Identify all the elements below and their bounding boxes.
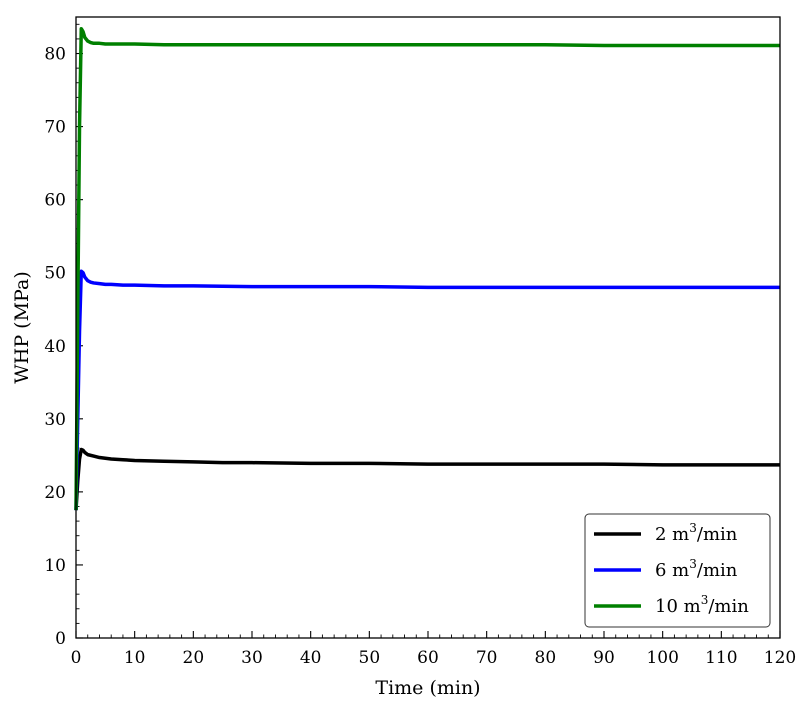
y-tick-label: 30 <box>44 410 66 430</box>
plot-frame <box>75 16 781 639</box>
legend-label-0: 2 m3/min <box>655 521 738 545</box>
legend: 2 m3/min 6 m3/min 10 m3/min <box>584 513 771 628</box>
x-tick-label: 60 <box>417 648 439 668</box>
x-tick-label: 80 <box>535 648 557 668</box>
series-line-0 <box>74 447 780 511</box>
y-tick-label: 80 <box>44 45 66 65</box>
y-tick-label: 60 <box>44 191 66 211</box>
y-tick-label: 0 <box>55 629 66 649</box>
x-tick-label: 70 <box>476 648 498 668</box>
x-tick-labels: 0 10 20 30 40 50 60 70 80 90 100 110 120 <box>71 648 797 668</box>
x-tick-label: 90 <box>593 648 615 668</box>
y-tick-label: 20 <box>44 483 66 503</box>
x-tick-label: 0 <box>71 648 82 668</box>
y-tick-label: 10 <box>44 556 66 576</box>
legend-items: 2 m3/min 6 m3/min 10 m3/min <box>594 521 749 617</box>
x-axis-label: Time (min) <box>375 677 480 699</box>
y-tick-label: 40 <box>44 337 66 357</box>
y-tick-labels: 0 10 20 30 40 50 60 70 80 <box>44 45 66 649</box>
y-tick-label: 50 <box>44 264 66 284</box>
y-tick-label: 70 <box>44 118 66 138</box>
legend-box <box>584 513 771 628</box>
y-axis-label: WHP (MPa) <box>11 271 33 383</box>
legend-label-1: 6 m3/min <box>655 557 738 581</box>
legend-label-2: 10 m3/min <box>655 593 749 617</box>
x-tick-label: 10 <box>124 648 146 668</box>
series-lines <box>74 26 780 511</box>
x-tick-label: 50 <box>359 648 381 668</box>
x-tick-label: 110 <box>705 648 737 668</box>
x-tick-label: 40 <box>300 648 322 668</box>
x-tick-label: 120 <box>764 648 796 668</box>
x-tick-label: 100 <box>646 648 678 668</box>
x-tick-label: 30 <box>241 648 263 668</box>
series-line-2 <box>74 26 780 511</box>
series-line-1 <box>74 269 780 511</box>
x-tick-label: 20 <box>183 648 205 668</box>
